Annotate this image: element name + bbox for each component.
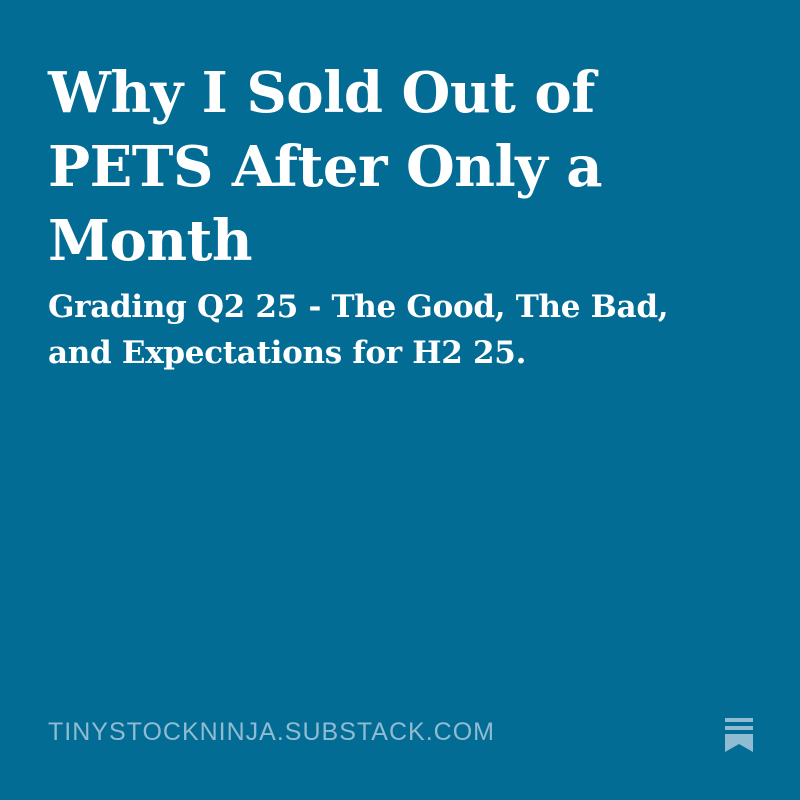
post-title: Why I Sold Out of PETS After Only a Mont… [48, 60, 603, 274]
site-domain: TINYSTOCKNINJA.SUBSTACK.COM [48, 718, 495, 746]
substack-logo [725, 718, 753, 752]
post-subtitle: Grading Q2 25 - The Good, The Bad, and E… [48, 289, 669, 371]
